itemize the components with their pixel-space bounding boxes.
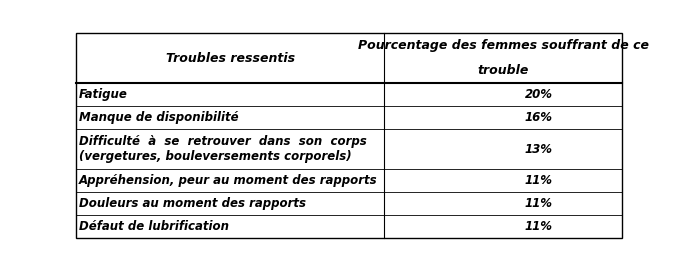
Text: 13%: 13%	[525, 143, 553, 155]
Text: 20%: 20%	[525, 88, 553, 101]
Text: 11%: 11%	[525, 174, 553, 187]
Text: 11%: 11%	[525, 197, 553, 210]
Text: Défaut de lubrification: Défaut de lubrification	[78, 220, 229, 233]
Text: Douleurs au moment des rapports: Douleurs au moment des rapports	[78, 197, 305, 210]
Text: Difficulté  à  se  retrouver  dans  son  corps
(vergetures, bouleversements corp: Difficulté à se retrouver dans son corps…	[78, 135, 366, 163]
Text: 16%: 16%	[525, 111, 553, 124]
Text: Troubles ressentis: Troubles ressentis	[166, 52, 295, 65]
Text: Appréhension, peur au moment des rapports: Appréhension, peur au moment des rapport…	[78, 174, 378, 187]
Text: Manque de disponibilité: Manque de disponibilité	[78, 111, 238, 124]
Text: 11%: 11%	[525, 220, 553, 233]
Text: Pourcentage des femmes souffrant de ce
trouble: Pourcentage des femmes souffrant de ce t…	[357, 39, 649, 77]
Text: Fatigue: Fatigue	[78, 88, 128, 101]
